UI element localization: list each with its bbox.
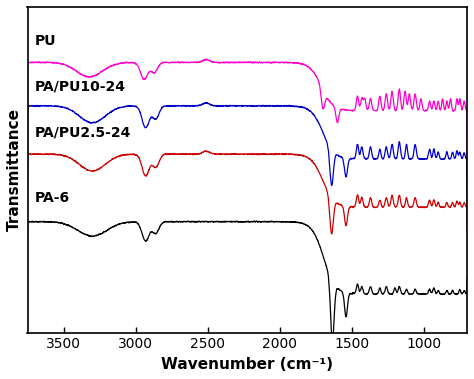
Text: PU: PU — [35, 34, 56, 48]
Text: PA/PU2.5-24: PA/PU2.5-24 — [35, 125, 131, 139]
Text: PA-6: PA-6 — [35, 191, 70, 205]
Y-axis label: Transmittance: Transmittance — [7, 108, 22, 231]
Text: PA/PU10-24: PA/PU10-24 — [35, 80, 126, 94]
X-axis label: Wavenumber (cm⁻¹): Wavenumber (cm⁻¹) — [161, 357, 333, 372]
